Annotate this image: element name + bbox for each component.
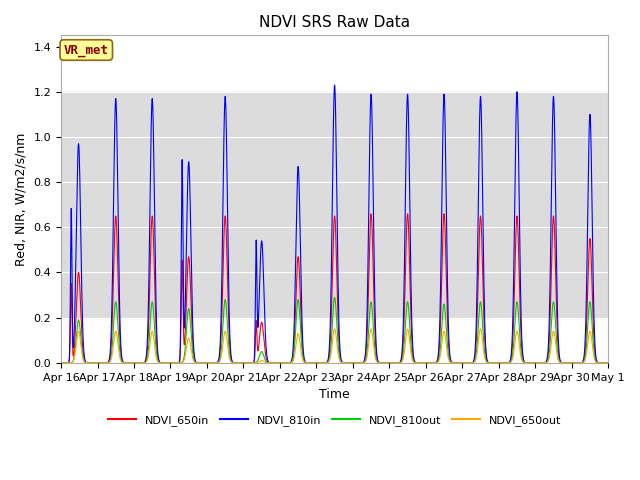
- NDVI_650out: [477, 326, 484, 332]
- NDVI_810in: [152, 296, 160, 301]
- NDVI_810out: [152, 345, 160, 351]
- Y-axis label: Red, NIR, W/m2/s/nm: Red, NIR, W/m2/s/nm: [15, 132, 28, 266]
- NDVI_810in: [120, 360, 127, 365]
- NDVI_650in: [535, 360, 543, 366]
- NDVI_650out: [594, 360, 602, 366]
- NDVI_810in: [267, 360, 275, 366]
- NDVI_650in: [291, 332, 298, 337]
- NDVI_650in: [440, 211, 448, 216]
- NDVI_810in: [535, 360, 543, 366]
- Line: NDVI_810in: NDVI_810in: [61, 85, 608, 363]
- NDVI_650out: [57, 360, 65, 366]
- NDVI_650out: [604, 360, 612, 366]
- Legend: NDVI_650in, NDVI_810in, NDVI_810out, NDVI_650out: NDVI_650in, NDVI_810in, NDVI_810out, NDV…: [103, 411, 566, 431]
- NDVI_650out: [267, 360, 275, 366]
- NDVI_650in: [604, 360, 612, 366]
- NDVI_650out: [120, 360, 127, 366]
- NDVI_810in: [291, 308, 298, 314]
- NDVI_810in: [57, 360, 65, 366]
- NDVI_810in: [604, 360, 612, 366]
- NDVI_810out: [120, 360, 127, 366]
- NDVI_650out: [291, 352, 298, 358]
- NDVI_810in: [331, 83, 339, 88]
- NDVI_810out: [267, 360, 275, 366]
- Line: NDVI_650out: NDVI_650out: [61, 329, 608, 363]
- NDVI_650in: [120, 360, 127, 365]
- NDVI_810out: [291, 343, 298, 349]
- NDVI_810in: [594, 360, 602, 365]
- NDVI_810out: [535, 360, 543, 366]
- NDVI_650in: [267, 360, 275, 366]
- Line: NDVI_810out: NDVI_810out: [61, 298, 608, 363]
- NDVI_810out: [604, 360, 612, 366]
- NDVI_650out: [535, 360, 543, 366]
- NDVI_650out: [152, 352, 160, 358]
- NDVI_650in: [57, 360, 65, 366]
- Text: VR_met: VR_met: [64, 44, 109, 57]
- NDVI_810out: [331, 295, 339, 300]
- Line: NDVI_650in: NDVI_650in: [61, 214, 608, 363]
- X-axis label: Time: Time: [319, 388, 350, 401]
- Bar: [61, 92, 608, 318]
- NDVI_650in: [152, 324, 160, 330]
- Title: NDVI SRS Raw Data: NDVI SRS Raw Data: [259, 15, 410, 30]
- NDVI_810out: [57, 360, 65, 366]
- NDVI_650in: [594, 360, 602, 365]
- NDVI_810out: [594, 360, 602, 366]
